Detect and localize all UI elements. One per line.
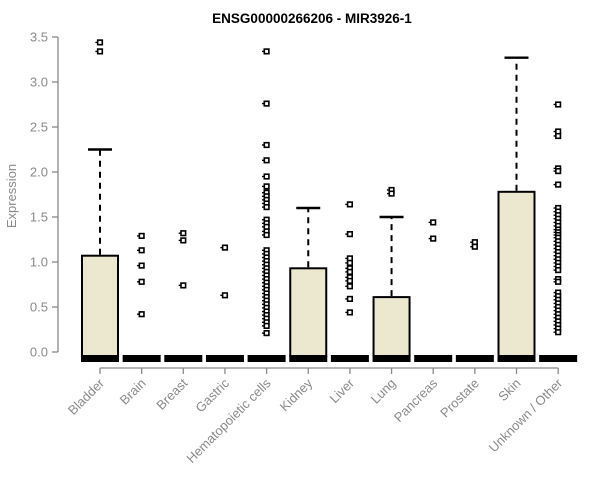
x-category-label: Bladder <box>65 375 108 418</box>
median-bar-Brain <box>122 355 161 362</box>
outlier-point <box>471 243 478 250</box>
outlier-point <box>346 277 354 285</box>
outlier-point <box>96 48 104 55</box>
outlier-point <box>346 201 354 208</box>
outlier-point <box>555 181 562 188</box>
outlier-point <box>263 141 270 149</box>
outlier-point <box>96 39 104 46</box>
outlier-point <box>263 329 270 337</box>
median-bar-Bladder <box>81 355 119 362</box>
outlier-point <box>346 268 354 276</box>
box-Skin <box>497 190 536 357</box>
median-bar-Kidney <box>289 355 328 362</box>
outlier-point <box>346 259 354 267</box>
outlier-point <box>263 231 270 239</box>
x-category-label: Unknown / Other <box>486 375 566 455</box>
x-category-label: Prostate <box>437 376 482 421</box>
median-bar-Lung <box>372 355 411 362</box>
y-tick-label: 0.0 <box>30 345 48 360</box>
box-Lung <box>372 296 411 358</box>
x-category-label: Breast <box>153 375 190 412</box>
x-category-label: Lung <box>368 376 399 407</box>
outlier-point <box>263 183 270 190</box>
x-category-label: Skin <box>495 376 523 404</box>
y-tick-label: 2.0 <box>30 165 48 180</box>
outlier-point <box>263 100 270 107</box>
y-tick-label: 1.5 <box>30 210 48 225</box>
median-bar-Liver <box>330 355 369 362</box>
outlier-point <box>180 282 187 289</box>
x-category-label: Gastric <box>192 375 232 415</box>
median-bar-Pancreas <box>414 355 453 362</box>
box-Bladder <box>81 254 119 357</box>
outlier-point <box>430 235 437 242</box>
plot-area: 0.0 0.5 1.0 1.5 2.0 2.5 3.0 3.5 Bladder Brain Brea… <box>30 30 578 466</box>
outlier-point <box>263 322 270 330</box>
outlier-point <box>263 173 270 180</box>
outlier-point <box>138 311 145 318</box>
x-category-label: Kidney <box>277 375 316 414</box>
median-bar-Breast <box>164 355 203 362</box>
outlier-point <box>555 168 562 175</box>
y-tick-label: 3.0 <box>30 75 48 90</box>
outlier-point <box>555 101 562 108</box>
outlier-point <box>180 230 187 237</box>
outlier-point <box>138 262 145 269</box>
outlier-point <box>346 283 354 290</box>
outlier-point <box>430 219 437 226</box>
outlier-point <box>263 157 270 164</box>
median-bar-Hematopoietic cells <box>247 355 286 362</box>
y-tick-label: 1.0 <box>30 255 48 270</box>
box-Kidney <box>289 267 328 357</box>
y-tick-label: 2.5 <box>30 120 48 135</box>
outlier-point <box>221 244 229 251</box>
outlier-point <box>138 232 145 240</box>
outlier-point <box>180 237 187 244</box>
chart-title: ENSG00000266206 - MIR3926-1 <box>212 11 412 26</box>
y-axis-label: Expression <box>4 164 19 228</box>
outlier-point <box>346 309 354 316</box>
outlier-point <box>555 132 562 140</box>
median-bar-Skin <box>497 355 536 362</box>
outlier-point <box>138 247 145 254</box>
median-bar-Unknown / Other <box>539 355 578 362</box>
outlier-point <box>555 266 562 274</box>
outlier-point <box>555 278 562 285</box>
outlier-point <box>263 48 270 55</box>
outlier-point <box>388 190 395 197</box>
outlier-point <box>138 278 145 285</box>
outlier-point <box>346 231 354 238</box>
outlier-point <box>221 292 229 299</box>
median-bar-Prostate <box>455 355 494 362</box>
outlier-point <box>555 329 562 336</box>
x-category-label: Brain <box>117 376 149 408</box>
outlier-point <box>263 204 270 211</box>
outlier-point <box>346 295 354 303</box>
y-tick-label: 3.5 <box>30 30 48 45</box>
median-bar-Gastric <box>205 355 244 362</box>
x-category-label: Pancreas <box>391 375 441 425</box>
x-category-label: Liver <box>326 375 357 406</box>
y-tick-label: 0.5 <box>30 300 48 315</box>
